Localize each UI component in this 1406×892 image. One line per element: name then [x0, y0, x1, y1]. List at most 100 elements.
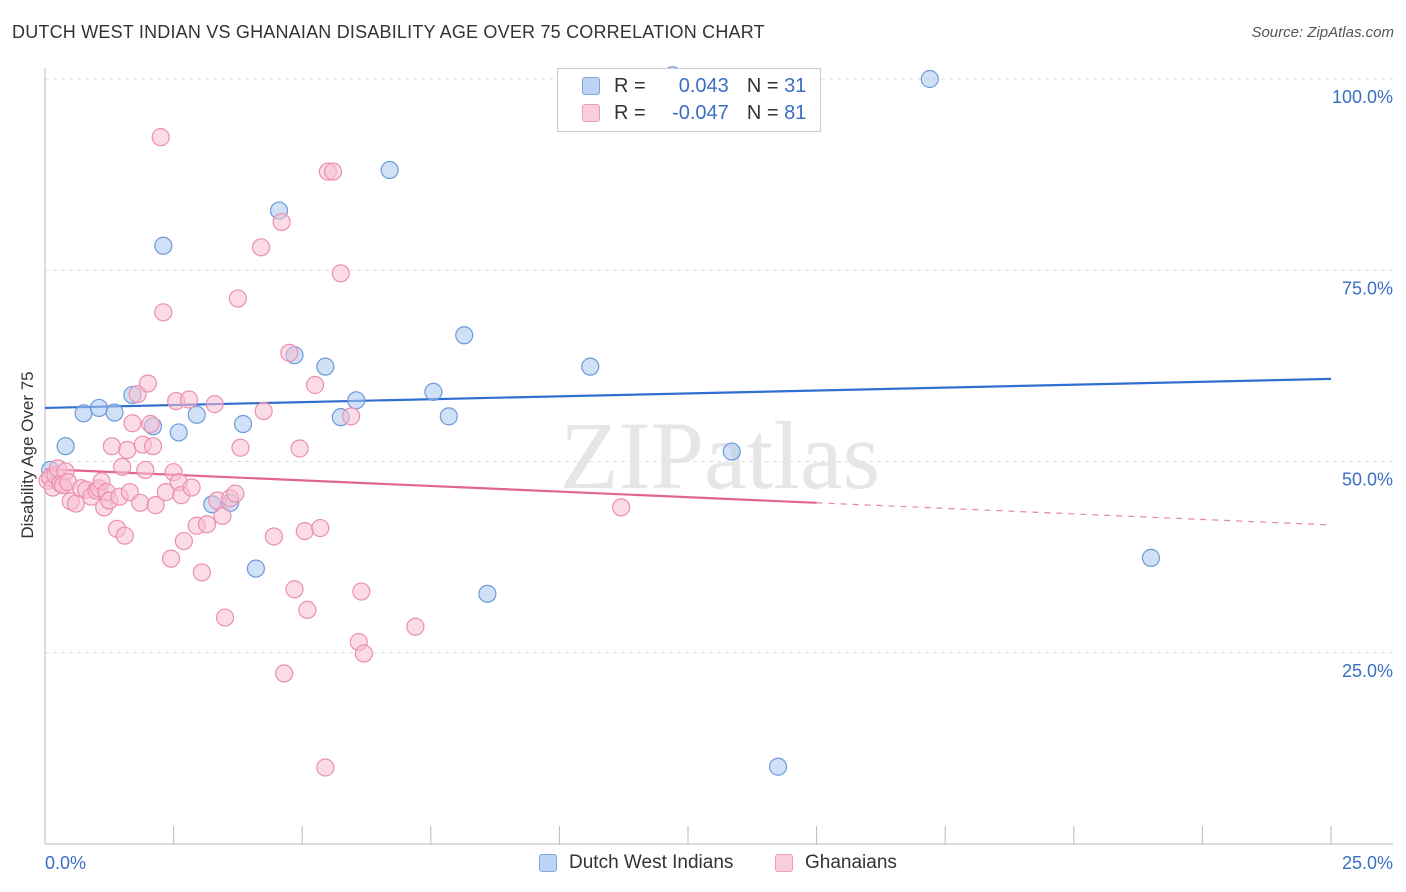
- point-ghanaians: [331, 264, 350, 283]
- legend-r-label: R =: [614, 74, 646, 97]
- point-ghanaians: [231, 438, 250, 457]
- stats-legend: R = 0.043 N = 31 R = -0.047 N = 81: [557, 68, 821, 132]
- legend-n-value: 31: [784, 74, 807, 97]
- legend-r-label: R =: [614, 101, 646, 124]
- point-dutch-west-indians: [89, 398, 109, 418]
- point-dutch-west-indians: [105, 403, 124, 422]
- point-ghanaians: [118, 440, 137, 460]
- point-ghanaians: [272, 212, 291, 232]
- legend-swatch-blue: [582, 77, 600, 95]
- watermark: ZIPatlas: [560, 402, 880, 509]
- bottom-legend-label: Ghanaians: [805, 852, 897, 873]
- bottom-legend-ghanaians: Ghanaians: [775, 852, 897, 874]
- grid-lines: [45, 78, 1393, 654]
- point-dutch-west-indians: [722, 442, 741, 461]
- point-ghanaians: [143, 437, 163, 456]
- point-ghanaians: [213, 506, 232, 525]
- tick-labels: 25.0% 50.0% 75.0% 100.0% 0.0% 25.0%: [45, 87, 1393, 873]
- point-ghanaians: [305, 375, 325, 395]
- point-ghanaians: [136, 460, 155, 480]
- point-ghanaians: [205, 395, 224, 414]
- point-ghanaians: [295, 522, 314, 541]
- point-dutch-west-indians: [1141, 548, 1161, 567]
- legend-n-label: N =: [746, 101, 779, 124]
- point-ghanaians: [197, 515, 217, 534]
- legend-r-value: -0.047: [672, 101, 729, 124]
- point-dutch-west-indians: [920, 69, 939, 89]
- bottom-legend-swatch-blue: [539, 854, 557, 872]
- point-ghanaians: [323, 162, 343, 181]
- point-ghanaians: [228, 289, 247, 308]
- point-ghanaians: [161, 549, 181, 568]
- point-ghanaians: [174, 531, 193, 551]
- point-ghanaians: [275, 664, 294, 683]
- point-ghanaians: [182, 478, 201, 497]
- source-label: Source: ZipAtlas.com: [1251, 24, 1394, 41]
- y-tick-label: 75.0%: [1342, 278, 1393, 298]
- point-ghanaians: [192, 563, 211, 582]
- point-ghanaians: [264, 527, 284, 546]
- chart-title: DUTCH WEST INDIAN VS GHANAIAN DISABILITY…: [12, 22, 765, 42]
- y-tick-label: 50.0%: [1342, 470, 1393, 490]
- bottom-legend-swatch-pink: [775, 854, 793, 872]
- y-tick-label: 25.0%: [1342, 661, 1393, 681]
- point-ghanaians: [290, 439, 309, 458]
- point-ghanaians: [354, 644, 374, 663]
- point-ghanaians: [298, 600, 317, 620]
- point-dutch-west-indians: [169, 423, 188, 442]
- point-ghanaians: [154, 303, 173, 322]
- bottom-legend-label: Dutch West Indians: [569, 852, 734, 873]
- point-dutch-west-indians: [187, 405, 206, 424]
- point-ghanaians: [151, 128, 170, 147]
- point-dutch-west-indians: [424, 382, 443, 401]
- point-dutch-west-indians: [347, 391, 366, 410]
- point-ghanaians: [115, 526, 134, 545]
- point-ghanaians: [311, 518, 330, 538]
- point-dutch-west-indians: [478, 584, 497, 603]
- point-dutch-west-indians: [246, 559, 266, 578]
- y-tick-label: 100.0%: [1332, 87, 1393, 107]
- point-ghanaians: [215, 608, 235, 627]
- point-ghanaians: [102, 437, 121, 456]
- point-ghanaians: [406, 617, 425, 636]
- point-ghanaians: [316, 758, 335, 777]
- point-ghanaians: [141, 414, 160, 434]
- point-dutch-west-indians: [56, 437, 75, 456]
- point-ghanaians: [179, 390, 199, 409]
- point-ghanaians: [285, 580, 304, 599]
- point-dutch-west-indians: [439, 407, 458, 426]
- point-ghanaians: [131, 493, 150, 512]
- point-ghanaians: [280, 343, 299, 362]
- point-dutch-west-indians: [455, 326, 474, 345]
- point-ghanaians: [251, 238, 271, 257]
- point-ghanaians: [352, 582, 371, 601]
- axes: [44, 68, 1393, 845]
- point-ghanaians: [138, 374, 157, 393]
- point-ghanaians: [612, 498, 631, 517]
- y-axis-label: Disability Age Over 75: [18, 371, 37, 539]
- point-ghanaians: [254, 401, 273, 421]
- point-dutch-west-indians: [581, 357, 600, 376]
- legend-n-label: N =: [746, 74, 779, 97]
- point-ghanaians: [226, 484, 245, 503]
- point-dutch-west-indians: [154, 236, 173, 255]
- legend-row-dutch-west-indians: R = 0.043 N = 31: [582, 73, 806, 99]
- legend-r-value: 0.043: [678, 74, 729, 97]
- bottom-legend-dutch-west-indians: Dutch West Indians: [539, 852, 733, 874]
- point-dutch-west-indians: [380, 160, 399, 180]
- legend-row-ghanaians: R = -0.047 N = 81: [582, 100, 806, 126]
- legend-n-value: 81: [784, 101, 807, 124]
- legend-swatch-pink: [582, 104, 600, 122]
- point-ghanaians: [123, 414, 142, 433]
- point-ghanaians: [146, 496, 165, 515]
- point-ghanaians: [341, 407, 361, 426]
- point-dutch-west-indians: [74, 404, 93, 423]
- point-dutch-west-indians: [768, 757, 788, 776]
- x-tick-label: 0.0%: [45, 853, 86, 873]
- data-points: [38, 66, 1161, 777]
- point-ghanaians: [113, 457, 132, 476]
- x-tick-label: 25.0%: [1342, 853, 1393, 873]
- trendline-ghanaians-extension: [816, 502, 1332, 526]
- point-dutch-west-indians: [233, 414, 253, 434]
